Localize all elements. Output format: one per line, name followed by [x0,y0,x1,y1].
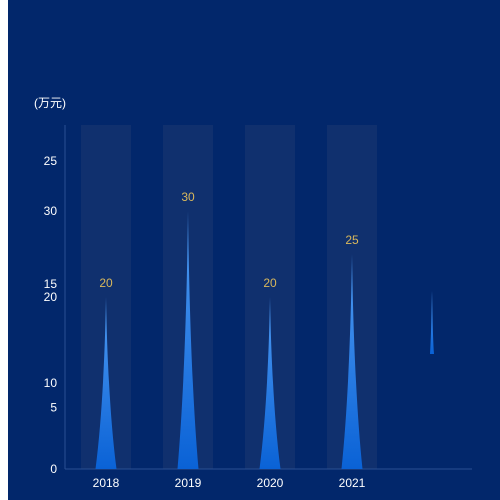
y-axis-unit-label: (万元) [34,96,66,110]
data-label-2019: 30 [181,190,195,204]
data-label-2021: 25 [345,233,359,247]
spike-bar-2020 [259,297,281,469]
x-tick-label-2020: 2020 [257,476,284,490]
spike-bar-2018 [95,297,117,469]
data-label-2020: 20 [263,276,277,290]
spike-bar-2019 [177,211,199,469]
spike-bar-2021 [341,254,363,469]
legend-spike-glyph [430,291,434,354]
x-tick-label-2018: 2018 [93,476,120,490]
x-tick-label-2019: 2019 [175,476,202,490]
y-tick-label-10: 10 [44,376,58,390]
data-label-2018: 20 [99,276,113,290]
y-overlay-tick-label-25: 25 [44,154,58,168]
y-overlay-tick-label-5: 5 [50,400,57,414]
x-tick-label-2021: 2021 [339,476,366,490]
y-overlay-tick-label-15: 15 [44,277,58,291]
y-tick-label-20: 20 [44,290,58,304]
y-tick-label-30: 30 [44,204,58,218]
y-tick-label-0: 0 [50,462,57,476]
